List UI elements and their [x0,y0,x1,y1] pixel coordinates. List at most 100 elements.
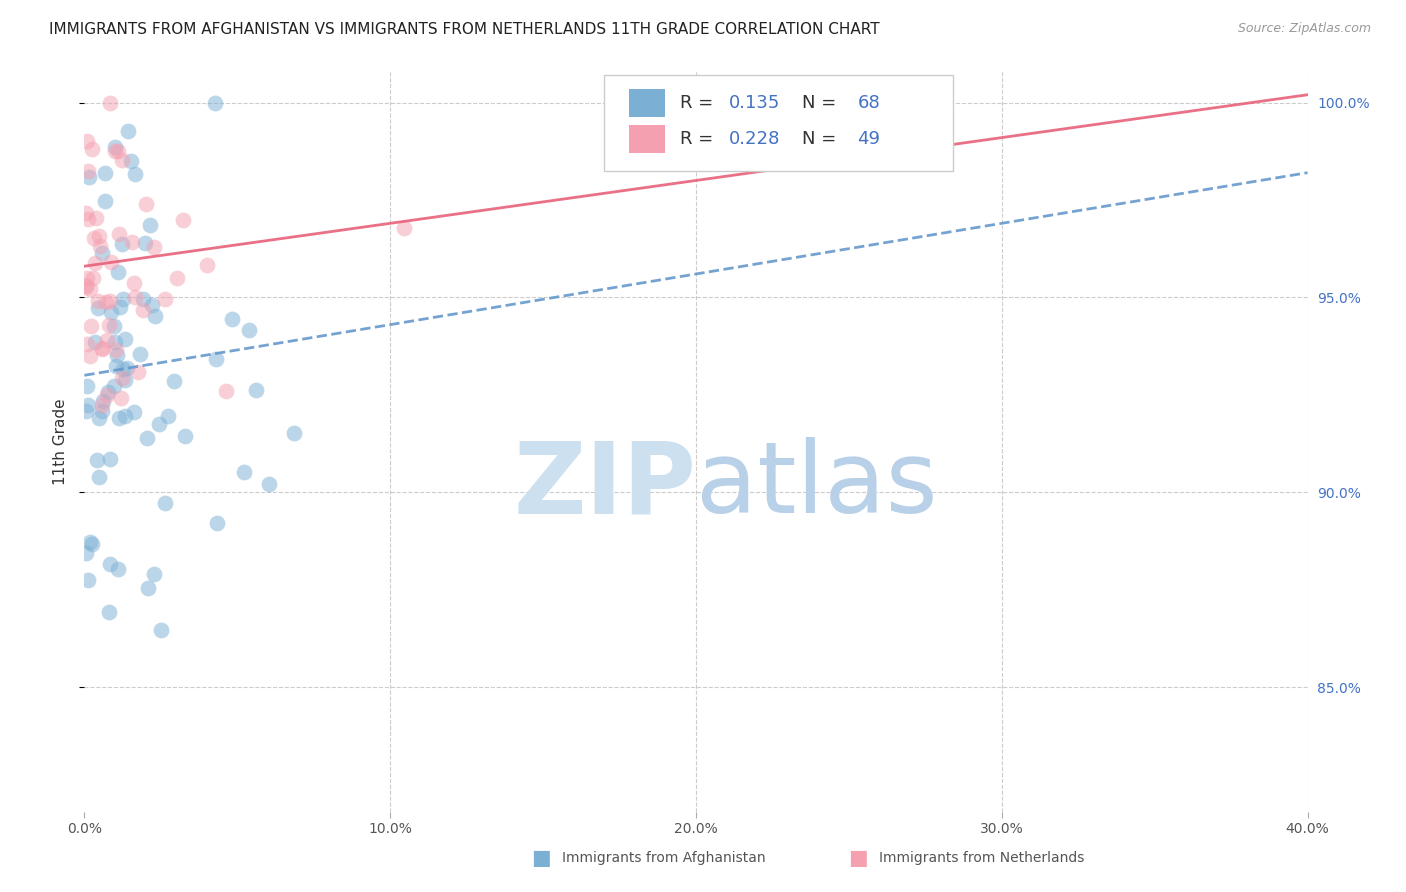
Point [75,404,97,418]
Point [90,398,112,412]
Text: 0.135: 0.135 [728,95,780,112]
Point [98,452,121,467]
Point [215,384,238,398]
Point [392,221,415,235]
Point [233,465,256,479]
Point [96,295,118,310]
Point [131,303,153,318]
Point [148,417,170,432]
Point [89,238,111,252]
Point [149,623,172,637]
Text: N =: N = [803,129,842,148]
Point [108,411,131,425]
Point [97,385,120,400]
Point [103,318,125,333]
Point [87,411,110,425]
Point [104,144,127,158]
Text: R =: R = [681,95,718,112]
Point [108,300,131,314]
Point [98,606,121,620]
Point [77,573,100,587]
Text: 68: 68 [858,95,880,112]
Point [245,383,267,397]
Point [121,235,143,249]
Point [110,392,132,406]
Text: Immigrants from Netherlands: Immigrants from Netherlands [879,851,1084,865]
Point [283,425,305,440]
Point [143,567,166,582]
Point [221,311,243,326]
Point [100,305,122,319]
Text: ■: ■ [531,848,551,868]
Y-axis label: 11th Grade: 11th Grade [53,398,69,485]
Point [91,342,114,356]
Point [205,351,228,366]
Text: R =: R = [681,129,718,148]
Point [153,496,176,510]
Point [104,343,127,358]
Point [136,581,159,595]
Point [91,342,114,356]
Point [98,293,121,308]
Text: Immigrants from Afghanistan: Immigrants from Afghanistan [562,851,766,865]
Point [77,398,100,412]
Point [104,335,127,350]
Point [79,282,101,296]
Point [100,255,122,269]
Point [80,319,103,334]
Point [139,218,162,232]
Point [87,294,110,309]
Text: 0.228: 0.228 [728,129,780,148]
Point [124,277,146,291]
Point [108,227,131,241]
Point [90,246,112,260]
Point [76,379,98,393]
Point [111,153,134,168]
Point [91,393,114,408]
Point [91,404,114,418]
Point [84,211,107,225]
Point [173,429,195,443]
Bar [628,89,665,117]
Point [79,535,101,549]
Point [107,144,129,158]
Point [76,134,98,148]
Text: ZIP: ZIP [513,437,696,534]
Point [122,405,145,419]
Point [83,231,105,245]
Point [114,332,136,346]
Point [86,453,108,467]
Point [89,229,111,244]
Point [98,557,121,571]
Point [111,362,134,376]
Text: atlas: atlas [696,437,938,534]
Point [75,547,97,561]
Point [97,318,120,332]
Text: 49: 49 [858,129,880,148]
Point [120,154,142,169]
Point [204,95,226,110]
Point [110,236,132,251]
Point [76,271,98,285]
Point [111,370,134,384]
Point [93,166,115,180]
Point [82,536,104,550]
Point [75,206,97,220]
Point [79,350,101,364]
Point [172,213,194,227]
FancyBboxPatch shape [605,75,953,171]
Point [205,516,228,531]
Text: N =: N = [803,95,842,112]
Point [143,309,166,323]
Point [114,373,136,387]
Point [134,235,156,250]
Point [77,169,100,184]
Point [136,431,159,445]
Point [166,270,188,285]
Point [153,292,176,306]
Point [75,278,97,293]
Point [132,292,155,306]
Text: IMMIGRANTS FROM AFGHANISTAN VS IMMIGRANTS FROM NETHERLANDS 11TH GRADE CORRELATIO: IMMIGRANTS FROM AFGHANISTAN VS IMMIGRANT… [49,22,880,37]
Point [94,194,117,208]
Point [98,95,121,110]
